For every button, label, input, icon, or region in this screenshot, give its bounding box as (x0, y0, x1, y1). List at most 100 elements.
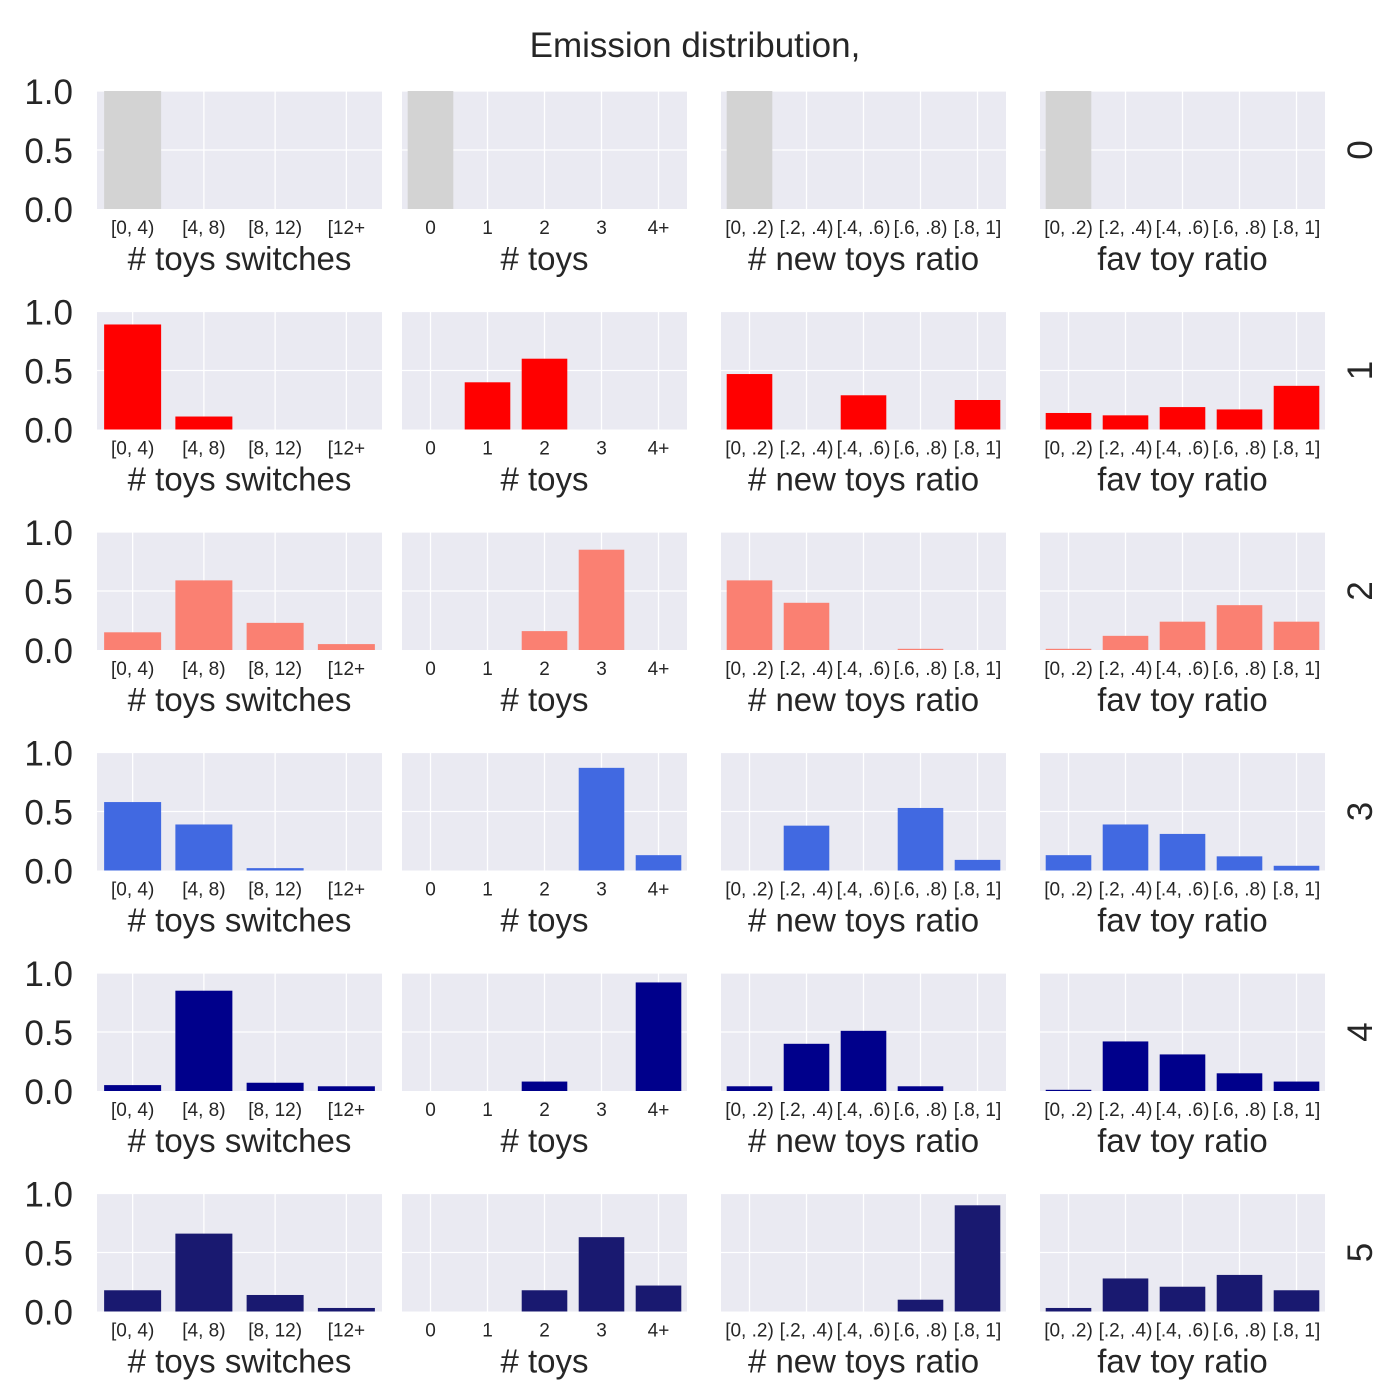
x-tick-label: [0, 4) (111, 659, 154, 680)
bar-4-1-2 (521, 1081, 568, 1091)
x-tick-label: [.8, 1] (954, 1100, 1002, 1121)
x-tick-label: [.6, .8) (894, 880, 948, 901)
x-axis-label: # new toys ratio (748, 902, 979, 939)
x-tick-label: [8, 12) (248, 659, 302, 680)
panel-5-1: 0 1 2 3 4+ # toys (402, 1192, 687, 1380)
bar-4-3-2 (1159, 1054, 1206, 1091)
bar-3-3-1 (1102, 824, 1149, 871)
x-tick-label: [.2, .4) (780, 218, 834, 239)
x-tick-label: [4, 8) (182, 659, 225, 680)
x-tick-label: [.8, 1] (954, 218, 1002, 239)
x-tick-label: 4+ (648, 1100, 670, 1121)
bar-2-3-0 (1045, 648, 1092, 650)
bar-3-1-4 (635, 855, 682, 871)
state-label: 0 (1341, 140, 1380, 159)
state-label: 1 (1341, 361, 1380, 380)
y-tick-label: 0.5 (24, 794, 73, 833)
x-tick-label: [0, 4) (111, 218, 154, 239)
x-tick-label: 0 (425, 659, 436, 680)
x-tick-label: 1 (482, 1100, 493, 1121)
bar-1-3-2 (1159, 407, 1206, 430)
bar-3-3-2 (1159, 833, 1206, 871)
x-tick-label: [.4, .6) (837, 1321, 891, 1342)
bar-1-2-4 (954, 400, 1001, 430)
x-tick-label: [0, .2) (1044, 659, 1093, 680)
bar-2-0-3 (317, 644, 375, 650)
bar-2-0-2 (246, 622, 304, 650)
x-tick-label: [12+ (328, 659, 366, 680)
x-tick-label: 2 (539, 1321, 550, 1342)
x-axis-label: # toys (500, 902, 588, 939)
bar-3-0-1 (175, 824, 233, 871)
x-tick-label: [.2, .4) (780, 659, 834, 680)
x-tick-label: [8, 12) (248, 1100, 302, 1121)
bar-5-3-3 (1216, 1274, 1263, 1312)
bar-1-0-1 (175, 416, 233, 430)
y-tick-label: 0.0 (24, 1073, 73, 1112)
state-label: 2 (1341, 581, 1380, 600)
bar-5-2-4 (954, 1205, 1001, 1312)
x-tick-label: 0 (425, 439, 436, 460)
panel-3-2: [0, .2) [.2, .4) [.4, .6) [.6, .8) [.8, 1]# … (721, 751, 1006, 939)
y-tick-label: 0.0 (24, 853, 73, 892)
x-tick-label: [8, 12) (248, 1321, 302, 1342)
bar-2-1-2 (521, 631, 568, 650)
x-tick-label: [0, 4) (111, 1100, 154, 1121)
x-tick-label: [.8, 1] (1273, 1100, 1321, 1121)
x-tick-label: 2 (539, 1100, 550, 1121)
bar-3-2-1 (783, 825, 830, 871)
row-4: [0, 4) [4, 8) [8, 12) [12+# toys switches 0 1… (24, 955, 1380, 1159)
bar-4-2-2 (840, 1030, 887, 1091)
x-tick-label: [.8, 1] (954, 880, 1002, 901)
y-tick-label: 0.5 (24, 573, 73, 612)
chart-title: Emission distribution, (530, 26, 861, 65)
x-axis-label: # new toys ratio (748, 461, 979, 498)
x-tick-label: [4, 8) (182, 439, 225, 460)
x-tick-label: [0, .2) (725, 1321, 774, 1342)
x-tick-label: [.4, .6) (1156, 439, 1210, 460)
bar-5-0-2 (246, 1294, 304, 1312)
x-tick-label: [.8, 1] (1273, 659, 1321, 680)
x-tick-label: 2 (539, 218, 550, 239)
y-tick-label: 0.5 (24, 353, 73, 392)
panel-1-2: [0, .2) [.2, .4) [.4, .6) [.6, .8) [.8, 1]# … (721, 310, 1006, 498)
y-tick-label: 0.0 (24, 191, 73, 230)
x-tick-label: [4, 8) (182, 1100, 225, 1121)
x-tick-label: [.2, .4) (780, 1100, 834, 1121)
x-tick-label: [.6, .8) (1213, 880, 1267, 901)
y-tick-label: 0.0 (24, 1294, 73, 1333)
bar-4-2-1 (783, 1043, 830, 1091)
x-tick-label: [.4, .6) (1156, 659, 1210, 680)
x-tick-label: [0, .2) (725, 880, 774, 901)
x-axis-label: fav toy ratio (1097, 681, 1268, 718)
x-tick-label: 4+ (648, 659, 670, 680)
bar-4-0-3 (317, 1086, 375, 1091)
bar-5-3-1 (1102, 1278, 1149, 1312)
panel-1-1: 0 1 2 3 4+ # toys (402, 310, 687, 498)
bar-5-0-1 (175, 1233, 233, 1312)
panel-1-3: [0, .2) [.2, .4) [.4, .6) [.6, .8) [.8, 1]fa… (1040, 310, 1325, 498)
x-tick-label: [.6, .8) (894, 218, 948, 239)
bar-4-3-1 (1102, 1041, 1149, 1091)
x-tick-label: 2 (539, 439, 550, 460)
row-1: [0, 4) [4, 8) [8, 12) [12+# toys switches 0 1… (24, 294, 1380, 498)
x-tick-label: [.6, .8) (1213, 1100, 1267, 1121)
bar-3-0-0 (104, 802, 162, 871)
x-tick-label: [0, .2) (725, 439, 774, 460)
x-tick-label: [8, 12) (248, 439, 302, 460)
x-tick-label: [.6, .8) (894, 659, 948, 680)
y-tick-label: 1.0 (24, 514, 73, 553)
x-tick-label: 0 (425, 1100, 436, 1121)
panel-5-0: [0, 4) [4, 8) [8, 12) [12+# toys switches (97, 1192, 382, 1380)
x-tick-label: 3 (596, 218, 607, 239)
bar-5-3-4 (1273, 1290, 1320, 1312)
x-tick-label: [.6, .8) (894, 1100, 948, 1121)
x-tick-label: [.4, .6) (837, 439, 891, 460)
bar-3-0-2 (246, 868, 304, 871)
x-axis-label: # toys switches (128, 1343, 352, 1380)
x-tick-label: [.8, 1] (1273, 218, 1321, 239)
bar-3-2-3 (897, 807, 944, 871)
x-tick-label: [.4, .6) (837, 1100, 891, 1121)
bar-3-3-4 (1273, 865, 1320, 871)
x-tick-label: [0, .2) (725, 1100, 774, 1121)
